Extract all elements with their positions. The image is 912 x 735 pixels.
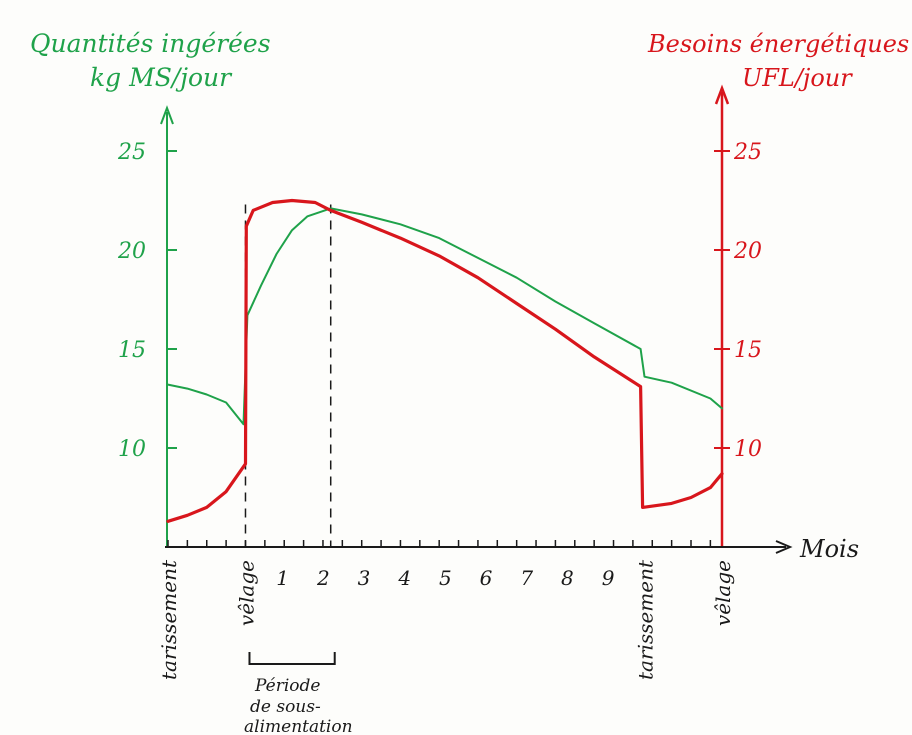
- x-axis-arrow: [775, 540, 793, 554]
- right-axis-arrow: [714, 84, 730, 105]
- x-event-label: tarissement: [634, 559, 658, 680]
- annotation-line1: Période: [254, 676, 320, 696]
- x-month-label: 3: [358, 566, 371, 590]
- right-axis-label-line2: UFL/jour: [742, 64, 853, 92]
- left-tick-label: 10: [118, 437, 146, 462]
- right-tick-label: 10: [734, 437, 762, 462]
- left-axis-arrow: [160, 105, 174, 125]
- x-event-label: vêlage: [711, 560, 735, 626]
- right-tick-label: 15: [734, 338, 762, 363]
- left-tick-label: 20: [117, 239, 146, 264]
- right-tick-label: 20: [733, 239, 762, 264]
- x-month-label: 9: [602, 566, 615, 590]
- x-month-label: 2: [316, 566, 330, 590]
- x-month-label: 6: [480, 566, 493, 590]
- x-month-label: 5: [439, 566, 452, 590]
- x-month-label: 8: [561, 566, 574, 590]
- right-axis-label-line1: Besoins énergétiques: [647, 30, 909, 58]
- x-event-label: vêlage: [234, 560, 258, 626]
- left-axis-label-line1: Quantités ingérées: [30, 29, 271, 58]
- left-tick-label: 15: [118, 338, 146, 363]
- intake-line: [167, 207, 723, 426]
- x-month-label: 4: [397, 566, 411, 590]
- left-tick-label: 25: [117, 140, 146, 165]
- x-month-label: 1: [276, 566, 289, 590]
- x-month-label: 7: [520, 566, 533, 590]
- left-axis-label-line2: kg MS/jour: [90, 63, 233, 92]
- annotation-bracket: [248, 652, 336, 665]
- annotation-line2: de sous-: [250, 697, 321, 717]
- energy-needs-line: [166, 198, 724, 523]
- annotation-line3: alimentation: [244, 717, 353, 735]
- x-axis-label: Mois: [799, 535, 859, 563]
- x-event-label: tarissement: [157, 559, 181, 680]
- right-tick-label: 25: [733, 140, 762, 165]
